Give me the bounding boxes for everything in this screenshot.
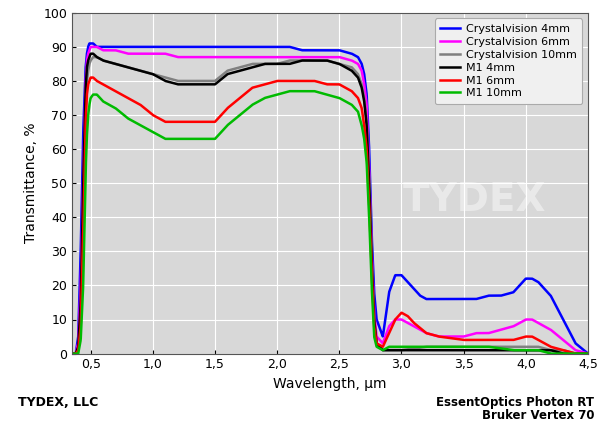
X-axis label: Wavelength, μm: Wavelength, μm <box>273 377 387 391</box>
Text: Bruker Vertex 70: Bruker Vertex 70 <box>482 409 594 422</box>
Y-axis label: Transmittance, %: Transmittance, % <box>24 123 38 243</box>
Text: TYDEX, LLC: TYDEX, LLC <box>18 396 98 409</box>
Text: EssentOptics Photon RT: EssentOptics Photon RT <box>436 396 594 409</box>
Legend: Crystalvision 4mm, Crystalvision 6mm, Crystalvision 10mm, M1 4mm, M1 6mm, M1 10m: Crystalvision 4mm, Crystalvision 6mm, Cr… <box>435 18 583 104</box>
Text: TYDEX: TYDEX <box>403 181 546 219</box>
